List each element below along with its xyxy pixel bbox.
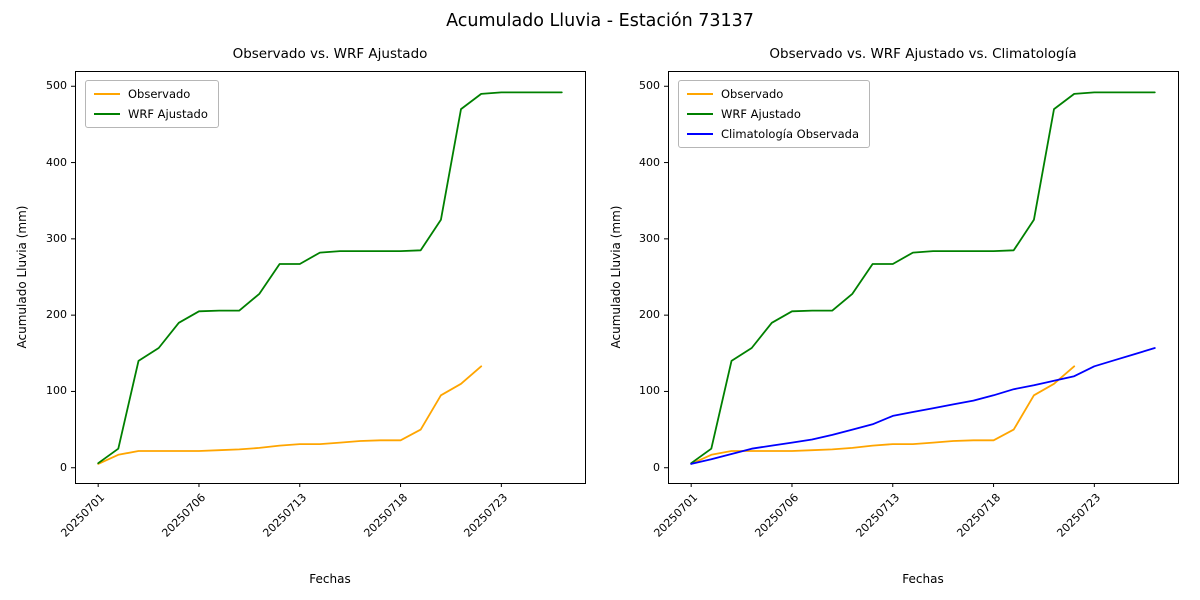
legend-label: WRF Ajustado	[721, 107, 801, 121]
legend-label: Climatología Observada	[721, 127, 859, 141]
right-series-line-wrf-ajustado	[690, 91, 1156, 465]
right-series-line-observado	[690, 365, 1076, 465]
right-y-tick-label: 100	[639, 384, 660, 398]
right-plot-title: Observado vs. WRF Ajustado vs. Climatolo…	[769, 46, 1077, 62]
left-y-tick-label: 300	[46, 231, 67, 245]
left-x-axis-label: Fechas	[309, 572, 351, 586]
legend-entry: WRF Ajustado	[94, 107, 208, 121]
left-axes-frame	[75, 71, 586, 484]
legend-entry: Climatología Observada	[687, 127, 859, 141]
legend-line-sample-climatologia-observada	[687, 133, 713, 135]
right-y-tick-label: 200	[639, 308, 660, 322]
left-y-tick-label: 100	[46, 384, 67, 398]
right-legend: Observado WRF Ajustado Climatología Observ…	[678, 80, 870, 148]
legend-entry: Observado	[687, 87, 859, 101]
legend-label: Observado	[721, 87, 784, 101]
figure-title: Acumulado Lluvia - Estación 73137	[446, 11, 754, 31]
right-y-tick-label: 400	[639, 155, 660, 169]
legend-line-sample-wrf-ajustado	[94, 113, 120, 115]
left-y-tick-label: 200	[46, 308, 67, 322]
right-x-axis-label: Fechas	[902, 572, 944, 586]
legend-entry: Observado	[94, 87, 208, 101]
left-y-tick-label: 0	[60, 460, 67, 474]
right-axes-frame	[668, 71, 1179, 484]
right-y-tick-label: 500	[639, 79, 660, 93]
left-plot-title: Observado vs. WRF Ajustado	[232, 46, 428, 62]
left-legend: Observado WRF Ajustado	[85, 80, 219, 128]
right-series-line-climatologia-observada	[690, 347, 1156, 465]
legend-entry: WRF Ajustado	[687, 107, 859, 121]
legend-label: WRF Ajustado	[128, 107, 208, 121]
right-y-tick-label: 300	[639, 231, 660, 245]
right-y-tick-label: 0	[653, 460, 660, 474]
legend-line-sample-wrf-ajustado	[687, 113, 713, 115]
left-y-tick-label: 500	[46, 79, 67, 93]
legend-label: Observado	[128, 87, 191, 101]
left-series-line-wrf-ajustado	[97, 91, 563, 465]
left-series-line-observado	[97, 365, 483, 465]
legend-line-sample-observado	[94, 93, 120, 95]
left-y-tick-label: 400	[46, 155, 67, 169]
legend-line-sample-observado	[687, 93, 713, 95]
